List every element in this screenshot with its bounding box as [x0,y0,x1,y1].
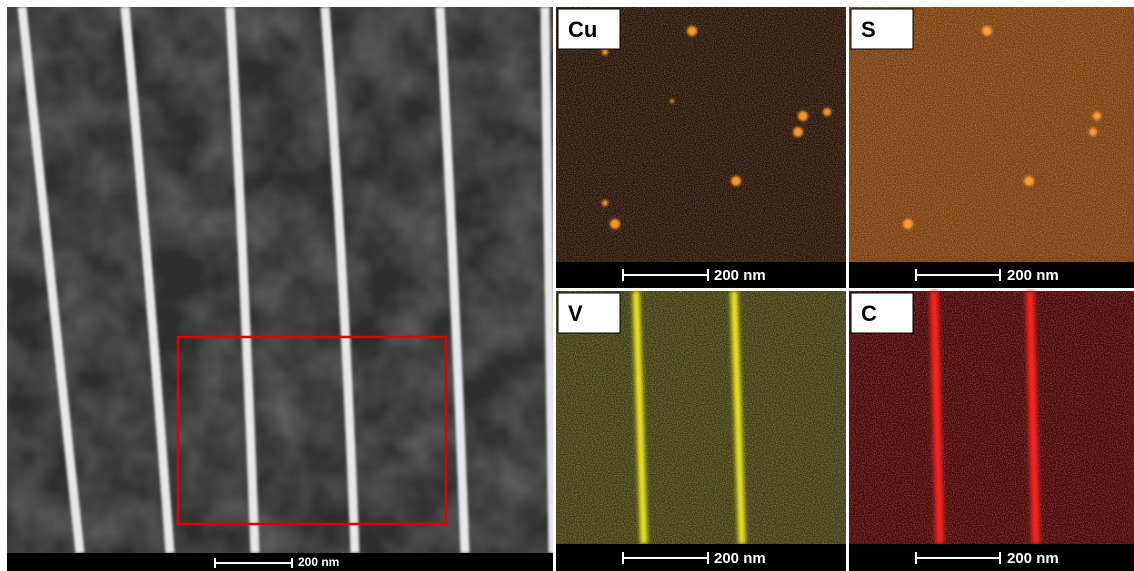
scale-bar-label: 200 nm [298,555,339,569]
scale-bar-label: 200 nm [1007,267,1059,284]
element-label: S [861,17,876,42]
element-label: V [568,301,583,326]
element-label: C [861,301,877,326]
scale-bar-label: 200 nm [1007,550,1059,567]
stem-image [7,7,553,553]
scale-bar-label: 200 nm [714,550,766,567]
element-label: Cu [568,17,597,42]
figure: 200 nm [0,0,1134,571]
scale-bar-label: 200 nm [714,267,766,284]
